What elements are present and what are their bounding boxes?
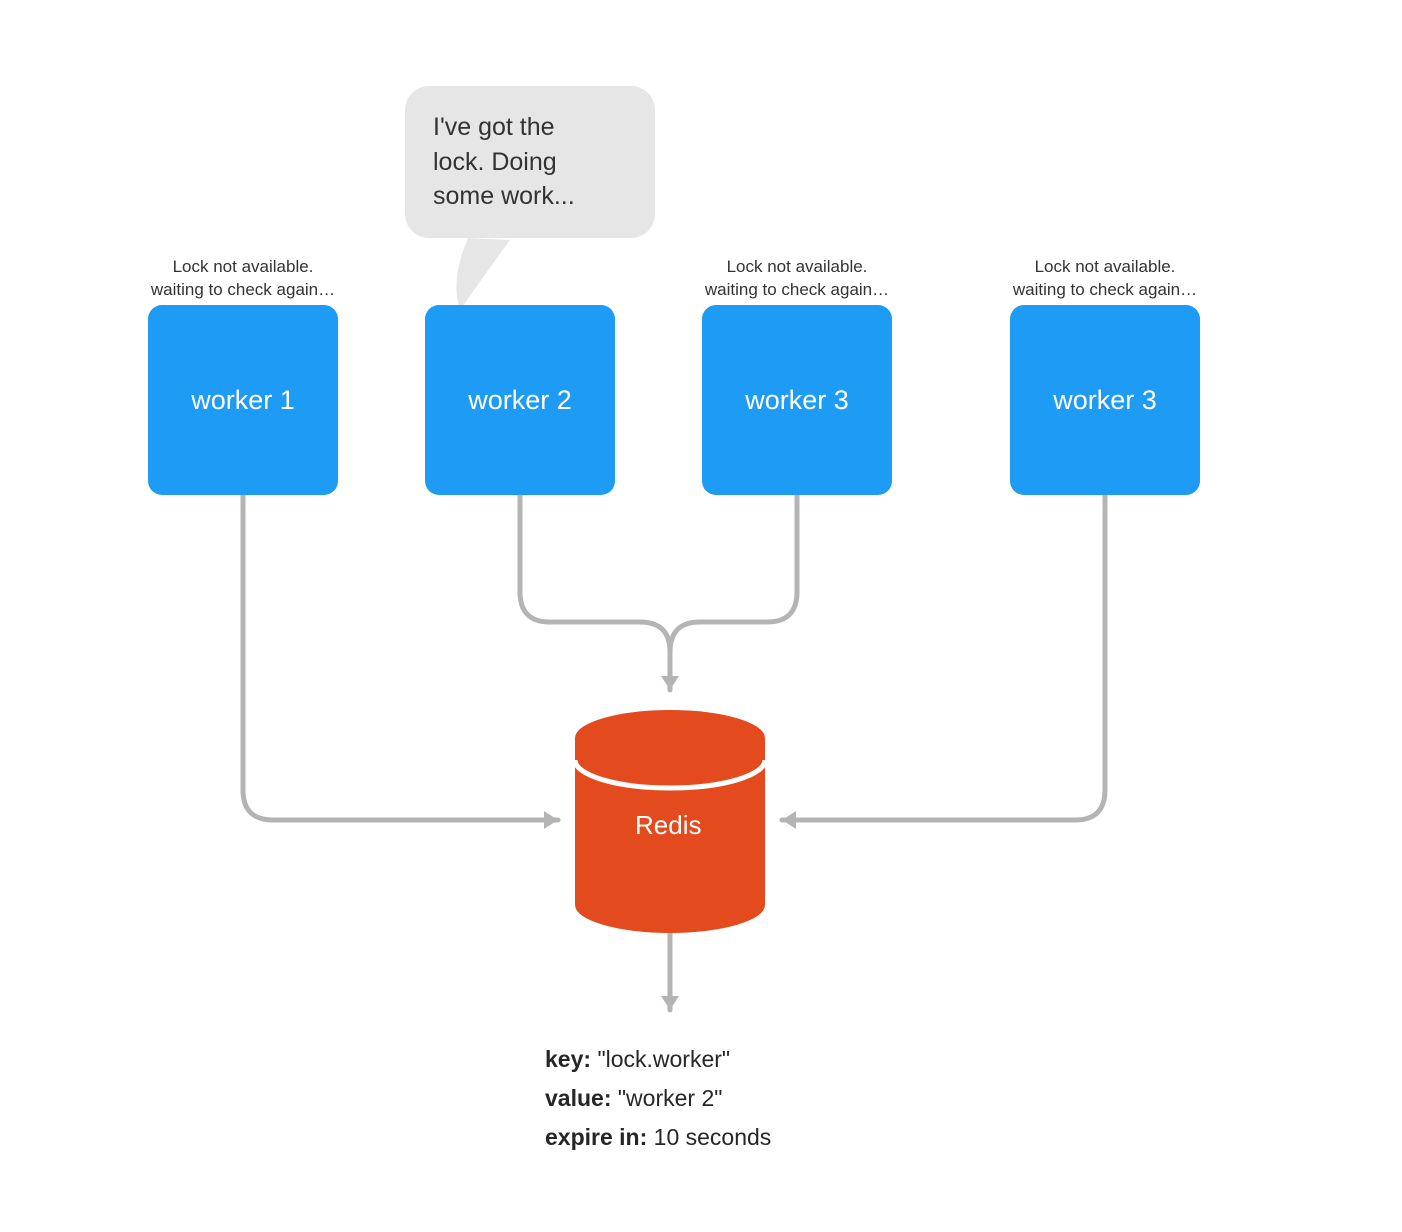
worker-box-1: worker 1: [148, 305, 338, 495]
diagram-canvas: I've got the lock. Doing some work... Lo…: [0, 0, 1402, 1232]
edge-w4-redis: [782, 495, 1105, 820]
kv-row: value: "worker 2": [545, 1079, 771, 1118]
kv-value-value: "worker 2": [618, 1085, 723, 1111]
worker-label: worker 1: [191, 385, 295, 416]
worker-label: worker 3: [745, 385, 849, 416]
edge-w2-redis: [520, 495, 670, 690]
worker-status: Lock not available. waiting to check aga…: [995, 256, 1215, 302]
worker-label: worker 3: [1053, 385, 1157, 416]
kv-row: key: "lock.worker": [545, 1040, 771, 1079]
kv-key-label: key:: [545, 1046, 591, 1072]
worker-box-3: worker 3: [702, 305, 892, 495]
worker-status: Lock not available. waiting to check aga…: [687, 256, 907, 302]
redis-label: Redis: [635, 810, 701, 841]
speech-line: some work...: [433, 179, 627, 214]
speech-tail: [456, 238, 510, 310]
kv-expire-value: 10 seconds: [654, 1124, 772, 1150]
kv-value-label: value:: [545, 1085, 611, 1111]
worker-status: Lock not available. waiting to check aga…: [133, 256, 353, 302]
edge-w3-redis: [670, 495, 797, 652]
kv-expire-label: expire in:: [545, 1124, 647, 1150]
kv-row: expire in: 10 seconds: [545, 1118, 771, 1157]
redis-kv-block: key: "lock.worker" value: "worker 2" exp…: [545, 1040, 771, 1157]
speech-line: lock. Doing: [433, 145, 627, 180]
edge-w1-redis: [243, 495, 558, 820]
speech-bubble: I've got the lock. Doing some work...: [405, 86, 655, 238]
worker-box-2: worker 2: [425, 305, 615, 495]
worker-box-4: worker 3: [1010, 305, 1200, 495]
speech-line: I've got the: [433, 110, 627, 145]
worker-label: worker 2: [468, 385, 572, 416]
kv-key-value: "lock.worker": [597, 1046, 730, 1072]
